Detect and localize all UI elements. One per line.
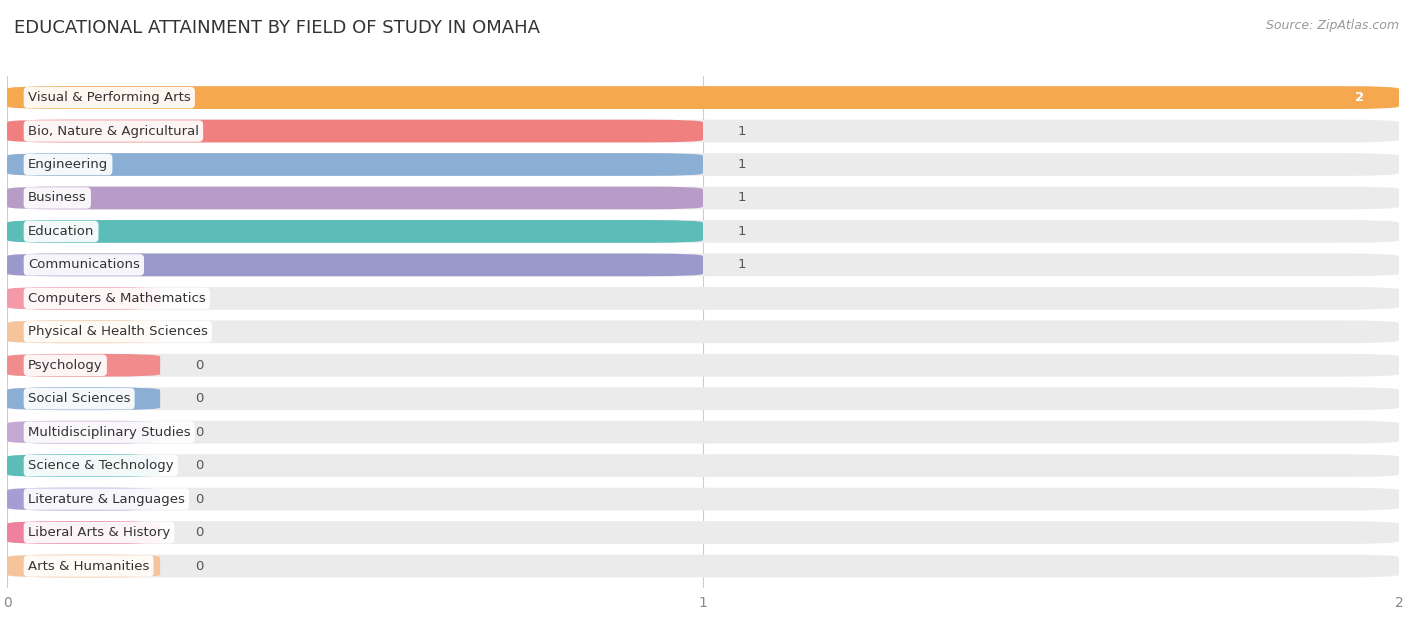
Text: Arts & Humanities: Arts & Humanities [28,559,149,573]
Text: 0: 0 [195,526,204,539]
FancyBboxPatch shape [7,387,160,410]
Text: Business: Business [28,191,87,205]
Text: Psychology: Psychology [28,359,103,372]
Text: Engineering: Engineering [28,158,108,171]
FancyBboxPatch shape [7,287,1399,310]
Text: 1: 1 [738,225,747,238]
FancyBboxPatch shape [7,521,160,544]
Text: 0: 0 [195,292,204,305]
Text: Bio, Nature & Agricultural: Bio, Nature & Agricultural [28,125,198,138]
Text: Multidisciplinary Studies: Multidisciplinary Studies [28,426,191,439]
Text: 0: 0 [195,492,204,506]
FancyBboxPatch shape [7,153,703,176]
FancyBboxPatch shape [7,320,1399,343]
FancyBboxPatch shape [7,521,1399,544]
FancyBboxPatch shape [7,320,160,343]
FancyBboxPatch shape [7,454,160,477]
Text: 1: 1 [738,191,747,205]
Text: 1: 1 [738,125,747,138]
Text: Visual & Performing Arts: Visual & Performing Arts [28,91,191,104]
FancyBboxPatch shape [7,555,1399,578]
FancyBboxPatch shape [7,421,1399,444]
Text: Physical & Health Sciences: Physical & Health Sciences [28,325,208,338]
Text: Education: Education [28,225,94,238]
FancyBboxPatch shape [7,421,160,444]
Text: 0: 0 [195,559,204,573]
Text: Liberal Arts & History: Liberal Arts & History [28,526,170,539]
FancyBboxPatch shape [7,253,1399,276]
FancyBboxPatch shape [7,354,1399,377]
FancyBboxPatch shape [7,86,1399,109]
Text: Computers & Mathematics: Computers & Mathematics [28,292,205,305]
FancyBboxPatch shape [7,253,703,276]
FancyBboxPatch shape [7,220,703,243]
FancyBboxPatch shape [7,454,1399,477]
Text: 1: 1 [738,158,747,171]
FancyBboxPatch shape [7,86,1399,109]
FancyBboxPatch shape [7,555,160,578]
Text: 0: 0 [195,426,204,439]
Text: 0: 0 [195,392,204,405]
FancyBboxPatch shape [7,387,1399,410]
Text: Social Sciences: Social Sciences [28,392,131,405]
FancyBboxPatch shape [7,153,1399,176]
FancyBboxPatch shape [7,488,1399,511]
Text: 0: 0 [195,459,204,472]
Text: Science & Technology: Science & Technology [28,459,173,472]
FancyBboxPatch shape [7,186,1399,209]
Text: Communications: Communications [28,258,139,271]
Text: 2: 2 [1355,91,1364,104]
Text: 1: 1 [738,258,747,271]
FancyBboxPatch shape [7,186,703,209]
FancyBboxPatch shape [7,287,160,310]
Text: Literature & Languages: Literature & Languages [28,492,184,506]
FancyBboxPatch shape [7,354,160,377]
FancyBboxPatch shape [7,488,160,511]
FancyBboxPatch shape [7,119,1399,142]
FancyBboxPatch shape [7,119,703,142]
Text: EDUCATIONAL ATTAINMENT BY FIELD OF STUDY IN OMAHA: EDUCATIONAL ATTAINMENT BY FIELD OF STUDY… [14,19,540,37]
Text: 0: 0 [195,359,204,372]
Text: 0: 0 [195,325,204,338]
Text: Source: ZipAtlas.com: Source: ZipAtlas.com [1265,19,1399,32]
FancyBboxPatch shape [7,220,1399,243]
